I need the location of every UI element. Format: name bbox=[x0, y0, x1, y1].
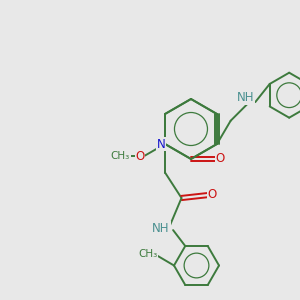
Text: O: O bbox=[215, 152, 225, 166]
Text: CH₃: CH₃ bbox=[111, 151, 130, 161]
Text: O: O bbox=[208, 188, 217, 202]
Text: CH₃: CH₃ bbox=[138, 249, 158, 259]
Text: N: N bbox=[157, 137, 166, 151]
Text: O: O bbox=[136, 150, 145, 163]
Text: NH: NH bbox=[152, 221, 170, 235]
Text: NH: NH bbox=[237, 91, 254, 104]
